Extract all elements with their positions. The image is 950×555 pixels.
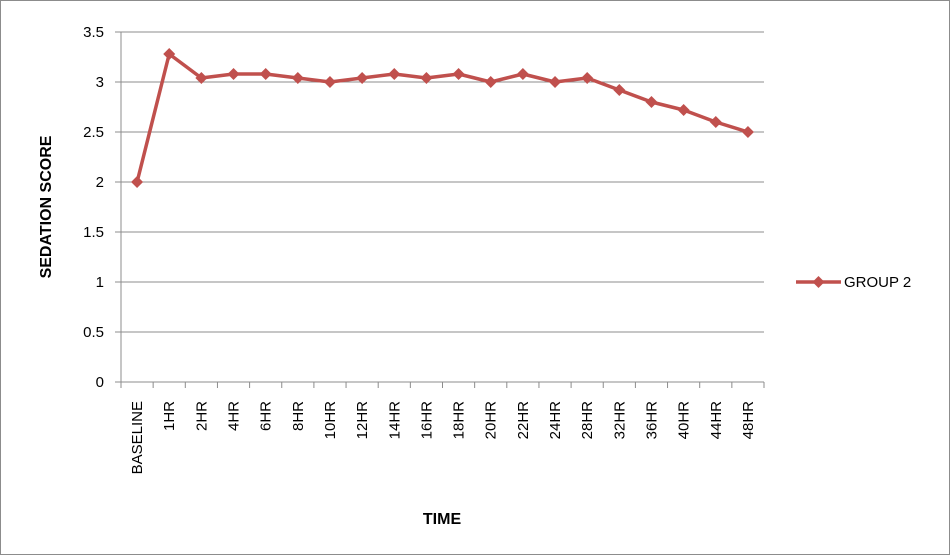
x-tick-label-48hr: 48HR: [740, 401, 757, 440]
x-tick-label-28hr: 28HR: [579, 401, 596, 440]
x-tick-label-24hr: 24HR: [547, 401, 564, 440]
x-tick-label-44hr: 44HR: [708, 401, 725, 440]
x-tick-label-2hr: 2HR: [193, 401, 210, 431]
x-tick-label-32hr: 32HR: [611, 401, 628, 440]
data-point-12hr: [356, 72, 369, 84]
data-point-8hr: [291, 72, 304, 84]
data-point-14hr: [388, 68, 401, 80]
data-point-6hr: [259, 68, 272, 80]
y-tick-label-4: 2: [96, 174, 104, 191]
axes: [115, 31, 765, 388]
data-point-18hr: [452, 68, 465, 80]
legend: GROUP 2: [796, 274, 911, 291]
y-axis-title: SEDATION SCORE: [38, 135, 55, 278]
data-point-20hr: [484, 76, 497, 88]
x-tick-label-16hr: 16HR: [418, 401, 435, 440]
series-group-2: [131, 48, 754, 188]
x-tick-label-22hr: 22HR: [515, 401, 532, 440]
x-tick-label-6hr: 6HR: [258, 401, 275, 431]
x-tick-label-14hr: 14HR: [386, 401, 403, 440]
data-point-28hr: [581, 72, 594, 84]
data-point-baseline: [131, 176, 144, 188]
x-tick-label-10hr: 10HR: [322, 401, 339, 440]
x-tick-label-baseline: BASELINE: [129, 401, 146, 474]
x-tick-label-40hr: 40HR: [676, 401, 693, 440]
data-point-16hr: [420, 72, 433, 84]
y-tick-label-5: 2.5: [83, 124, 104, 141]
data-point-40hr: [677, 104, 690, 116]
legend-diamond-marker: [812, 276, 825, 288]
data-point-10hr: [323, 76, 336, 88]
data-point-1hr: [163, 48, 176, 60]
x-tick-label-36hr: 36HR: [643, 401, 660, 440]
data-point-2hr: [195, 72, 208, 84]
y-tick-label-6: 3: [96, 74, 104, 91]
data-point-24hr: [549, 76, 562, 88]
data-point-44hr: [709, 116, 722, 128]
x-tick-label-4hr: 4HR: [226, 401, 243, 431]
y-tick-labels: 0 0.5 1 1.5 2 2.5 3 3.5: [83, 24, 104, 391]
x-tick-label-18hr: 18HR: [451, 401, 468, 440]
y-tick-label-1: 0.5: [83, 324, 104, 341]
x-tick-label-20hr: 20HR: [483, 401, 500, 440]
y-tick-label-3: 1.5: [83, 224, 104, 241]
data-point-32hr: [613, 84, 626, 96]
x-tick-label-1hr: 1HR: [161, 401, 178, 431]
data-point-22hr: [516, 68, 529, 80]
x-tick-label-12hr: 12HR: [354, 401, 371, 440]
x-axis-title: TIME: [423, 511, 462, 528]
data-point-48hr: [741, 126, 754, 138]
gridlines: [121, 31, 764, 333]
legend-label-group-2: GROUP 2: [844, 274, 911, 291]
data-point-4hr: [227, 68, 240, 80]
y-tick-label-2: 1: [96, 274, 104, 291]
data-point-36hr: [645, 96, 658, 108]
y-tick-label-0: 0: [96, 374, 104, 391]
y-tick-label-7: 3.5: [83, 24, 104, 41]
x-tick-labels: BASELINE 1HR 2HR 4HR 6HR 8HR 10HR 12HR 14HR 16HR 1…: [129, 401, 757, 475]
x-tick-label-8hr: 8HR: [290, 401, 307, 431]
